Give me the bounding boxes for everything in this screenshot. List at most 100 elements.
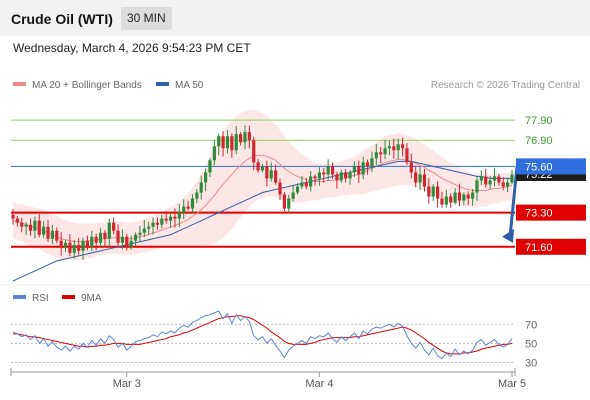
rsi-swatch [13, 295, 26, 300]
candle-body [155, 222, 160, 225]
candle-body [256, 162, 260, 171]
candle-body [462, 194, 466, 201]
candle-body [444, 196, 448, 205]
candle-body [282, 194, 286, 209]
legend-rsi-ma: 9MA [62, 293, 102, 304]
candle-body [247, 132, 251, 141]
candle-body [190, 198, 195, 209]
candle-body [274, 170, 278, 183]
rsi-ma-line [13, 315, 513, 355]
candle-body [125, 236, 129, 247]
level-tag-75.60 [516, 158, 586, 175]
candle-body [357, 166, 361, 175]
candle-body [484, 176, 488, 185]
candle-body [449, 196, 453, 203]
candle-body [11, 214, 15, 219]
candle-body [252, 140, 256, 163]
candle-body [15, 218, 19, 223]
candle-body [217, 136, 221, 147]
candle-body [212, 146, 216, 161]
candle-body [418, 174, 422, 183]
candle-body [239, 134, 243, 143]
candle-body [453, 192, 457, 203]
candle-body [479, 176, 483, 181]
candle-body [466, 194, 470, 199]
candle-body [339, 172, 343, 181]
legend-ma20-label: MA 20 + Bollinger Bands [32, 80, 142, 91]
candle-body [177, 212, 181, 219]
candle-body [409, 162, 413, 173]
candle-body [103, 232, 107, 239]
candle-body [291, 192, 295, 199]
candle-body [42, 226, 46, 235]
ma50-line [12, 160, 512, 282]
candle-body [260, 166, 265, 171]
candle-body [208, 160, 212, 173]
interval-button[interactable]: 30 MIN [121, 7, 172, 30]
candle-body [225, 136, 230, 149]
candle-body [173, 216, 177, 219]
candle-body [317, 172, 322, 179]
candle-body [234, 134, 238, 151]
candle-body [28, 224, 33, 231]
legend-ma20: MA 20 + Bollinger Bands [13, 80, 142, 91]
candle-body [133, 234, 138, 241]
candle-body [431, 186, 435, 197]
candle-body [59, 240, 63, 247]
candle-body [370, 158, 374, 167]
rsi-tick-50: 50 [525, 338, 537, 350]
candle-body [107, 222, 111, 239]
candle-body [335, 174, 339, 181]
ma50-swatch [156, 82, 169, 87]
candle-body [396, 144, 400, 151]
x-tick-label: Mar 4 [305, 378, 333, 390]
rsi-ma-swatch [62, 295, 75, 300]
candle-body [278, 182, 282, 195]
candle-body [287, 198, 291, 209]
candle-body [72, 244, 76, 253]
candle-body [392, 146, 396, 151]
candle-body [230, 136, 234, 151]
candle-body [471, 192, 475, 199]
candle-body [475, 180, 479, 193]
candle-body [269, 170, 273, 179]
legend-ma50: MA 50 [156, 80, 203, 91]
level-label-75.60: 75.60 [525, 161, 553, 173]
candle-body [422, 174, 427, 187]
candle-body [427, 186, 431, 197]
candle-body [168, 216, 173, 221]
forecast-arrow-shaft [508, 166, 519, 237]
candle-body [330, 166, 335, 175]
candle-body [37, 220, 41, 235]
rsi-line [12, 310, 513, 360]
legend-ma50-label: MA 50 [175, 80, 204, 91]
candle-body [221, 136, 225, 149]
time-axis: Mar 3 Mar 4 Mar 5 [10, 368, 526, 390]
candle-body [243, 132, 247, 143]
candle-body [33, 220, 37, 231]
candle-body [265, 166, 269, 179]
candle-body [309, 176, 313, 187]
candle-body [344, 172, 348, 179]
candle-body [147, 226, 151, 229]
level-label-71.60: 71.60 [525, 242, 553, 254]
candle-body [116, 230, 120, 243]
research-credit: Research © 2026 Trading Central [430, 80, 580, 91]
candle-body [501, 182, 505, 187]
candle-body [50, 230, 54, 239]
candle-body [46, 226, 50, 239]
timestamp: Wednesday, March 4, 2026 9:54:23 PM CET [13, 41, 251, 55]
candle-body [63, 242, 68, 247]
candle-body [199, 182, 203, 193]
legend-rsi-ma-label: 9MA [81, 293, 102, 304]
candle-body [151, 222, 155, 227]
candle-body [90, 236, 94, 247]
candle-body [81, 240, 85, 251]
candle-body [195, 192, 199, 199]
instrument-title: Crude Oil (WTI) [11, 11, 113, 27]
candle-body [506, 182, 510, 187]
candle-body [497, 176, 501, 183]
candle-body [457, 192, 462, 201]
candle-body [379, 152, 383, 155]
